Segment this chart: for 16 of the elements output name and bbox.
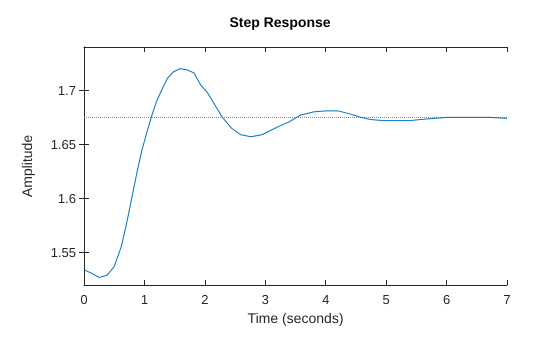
y-tick-label: 1.55: [50, 245, 76, 260]
x-tick-label: 6: [442, 292, 450, 307]
line-series: [84, 68, 508, 278]
x-tick-label: 5: [382, 292, 390, 307]
x-tick-label: 4: [322, 292, 330, 307]
chart-title: Step Response: [229, 14, 331, 30]
y-tick-label: 1.7: [58, 82, 76, 98]
x-tick-label: 1: [140, 292, 148, 307]
x-tick-label: 2: [201, 292, 208, 307]
x-axis-title: Time (seconds): [248, 310, 344, 326]
y-tick-label: 1.65: [50, 136, 76, 152]
y-axis-title: Amplitude: [19, 134, 35, 198]
x-tick-label: 7: [503, 292, 511, 307]
x-tick-label: 3: [262, 292, 269, 307]
x-tick-label: 0: [80, 292, 88, 307]
y-tick-label: 1.6: [58, 190, 76, 206]
